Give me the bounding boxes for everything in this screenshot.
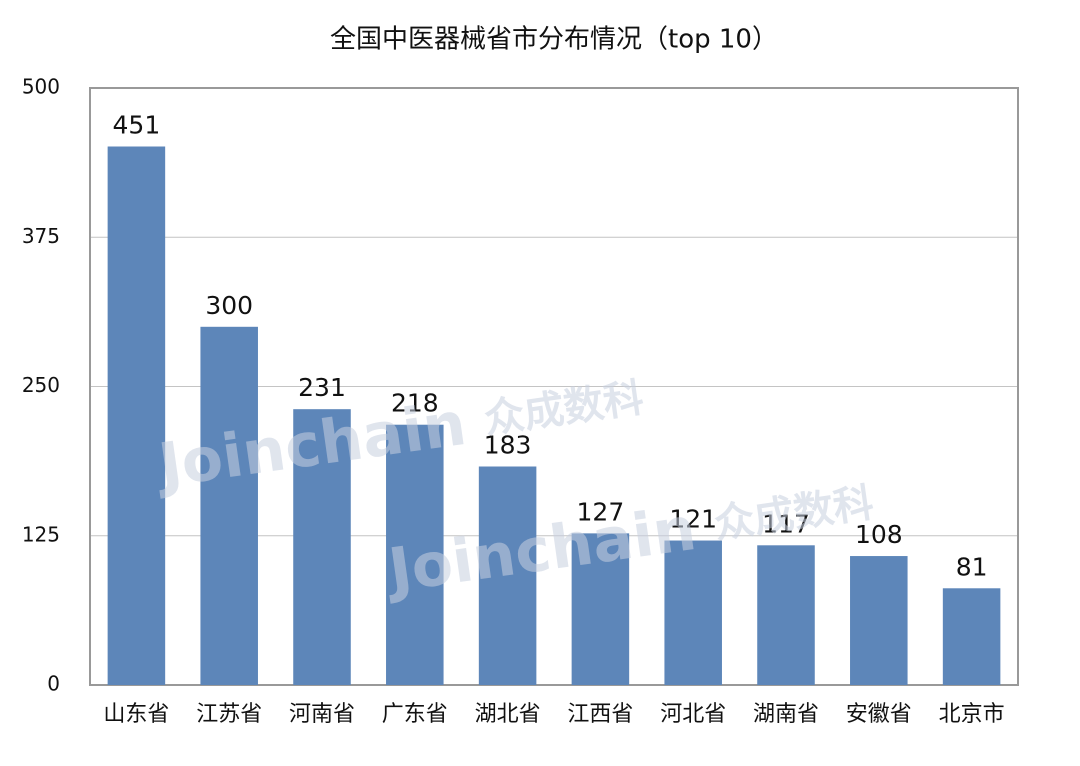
bar [107,146,166,686]
value-label: 108 [855,520,903,549]
value-label: 183 [484,430,532,459]
x-tick-label: 湖北省 [475,702,541,727]
value-label: 451 [113,111,161,140]
y-tick-label: 0 [47,672,60,696]
x-tick-label: 江苏省 [196,702,262,727]
x-tick-label: 广东省 [382,702,448,727]
x-tick-label: 河北省 [660,702,726,727]
y-tick-label: 250 [22,373,60,397]
value-label: 218 [391,389,439,418]
value-label: 231 [298,373,346,402]
bar [664,540,722,685]
x-tick-label: 湖南省 [753,702,819,727]
watermark-text: 众成数科 [482,375,647,443]
plot-border [89,87,1019,686]
x-tick-label: 河南省 [289,702,355,727]
value-label: 127 [577,497,625,526]
chart-title: 全国中医器械省市分布情况（top 10） [330,25,778,55]
x-tick-label: 江西省 [567,702,633,727]
y-tick-label: 500 [22,75,60,99]
y-tick-label: 125 [22,522,60,546]
bar [850,556,908,685]
value-label: 117 [762,509,810,538]
bar [386,424,444,685]
value-label: 300 [205,291,253,320]
bar [200,326,258,685]
x-tick-label: 安徽省 [846,702,912,727]
bar [757,545,815,685]
x-tick-label: 北京市 [939,702,1005,727]
y-tick-label: 375 [22,224,60,248]
bar [942,588,1001,685]
bar [478,466,537,685]
bar [293,409,351,685]
x-tick-label: 山东省 [103,702,169,727]
bar [571,533,630,685]
value-label: 81 [956,552,988,581]
value-label: 121 [669,505,717,534]
